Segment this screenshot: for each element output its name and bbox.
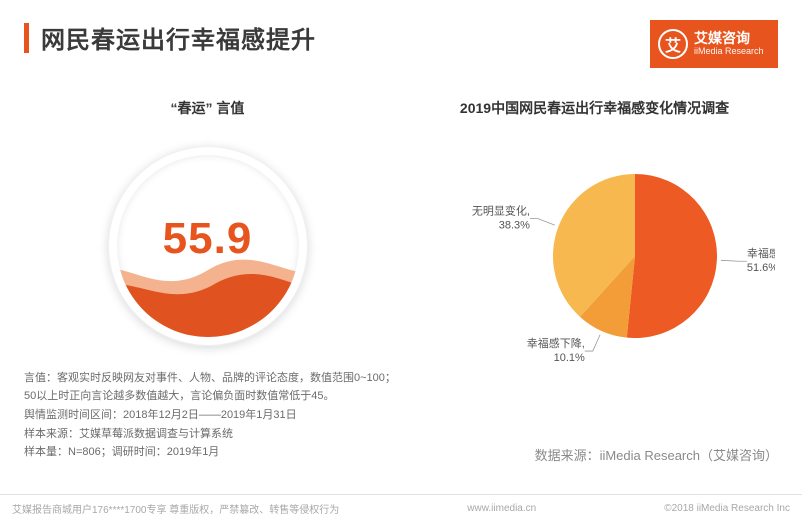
- gauge-wrap: 55.9: [24, 146, 391, 346]
- pie-wrap: 幸福感提升, 51.6% 幸福感下降, 10.1% 无明显变化, 38.3%: [411, 146, 778, 366]
- gauge-column: “春运” 言值 55.9: [24, 98, 391, 366]
- footer: 艾媒报告商城用户176****1700专享 尊重版权，严禁篡改、转售等侵权行为 …: [0, 494, 802, 522]
- pie-label: 无明显变化,: [471, 204, 529, 218]
- notes-line: 舆情监测时间区间：2018年12月2日——2019年1月31日: [24, 406, 396, 425]
- gauge-inner: 55.9: [117, 155, 299, 337]
- notes-line: 样本来源：艾媒草莓派数据调查与计算系统: [24, 425, 396, 444]
- footer-right: ©2018 iiMedia Research Inc: [664, 503, 790, 514]
- accent-bar: [24, 23, 29, 53]
- logo-en: iiMedia Research: [694, 47, 764, 57]
- notes-block: 言值：客观实时反映网友对事件、人物、品牌的评论态度，数值范围0~100； 50以…: [24, 369, 396, 462]
- notes-line: 样本量：N=806；调研时间：2019年1月: [24, 443, 396, 462]
- footer-left: 艾媒报告商城用户176****1700专享 尊重版权，严禁篡改、转售等侵权行为: [12, 501, 339, 516]
- pie-column: 2019中国网民春运出行幸福感变化情况调查 幸福感提升, 51.6% 幸福感下降, 1…: [411, 98, 778, 366]
- pie-leader: [584, 335, 599, 351]
- footer-center: www.iimedia.cn: [467, 503, 536, 514]
- page-title: 网民春运出行幸福感提升: [41, 20, 316, 55]
- header: 网民春运出行幸福感提升 艾 艾媒咨询 iiMedia Research: [0, 0, 802, 68]
- data-source: 数据来源：iiMedia Research（艾媒咨询）: [535, 445, 778, 464]
- pie-leader: [720, 260, 746, 261]
- notes-line: 50以上时正向言论越多数值越大，言论偏负面时数值常低于45。: [24, 387, 396, 406]
- pie-label-value: 10.1%: [553, 352, 584, 364]
- title-area: 网民春运出行幸福感提升: [24, 20, 316, 55]
- gauge-title: “春运” 言值: [24, 98, 391, 118]
- notes-line: 言值：客观实时反映网友对事件、人物、品牌的评论态度，数值范围0~100；: [24, 369, 396, 388]
- logo-mark-icon: 艾: [658, 29, 688, 59]
- content-row: “春运” 言值 55.9 2019中国网民春运出行幸福感变化情况调查 幸福感提升…: [0, 68, 802, 366]
- gauge-value: 55.9: [163, 214, 253, 264]
- logo-block: 艾 艾媒咨询 iiMedia Research: [650, 20, 778, 68]
- pie-slice: [626, 174, 716, 338]
- pie-label-value: 51.6%: [746, 262, 774, 274]
- gauge-circle: 55.9: [108, 146, 308, 346]
- pie-title: 2019中国网民春运出行幸福感变化情况调查: [411, 98, 778, 118]
- pie-label: 幸福感提升,: [746, 246, 774, 260]
- logo-text: 艾媒咨询 iiMedia Research: [694, 31, 764, 56]
- pie-leader: [529, 219, 554, 225]
- pie-label-value: 38.3%: [498, 220, 529, 232]
- logo-cn: 艾媒咨询: [694, 31, 764, 46]
- pie-chart: 幸福感提升, 51.6% 幸福感下降, 10.1% 无明显变化, 38.3%: [415, 146, 775, 366]
- pie-label: 幸福感下降,: [526, 336, 584, 350]
